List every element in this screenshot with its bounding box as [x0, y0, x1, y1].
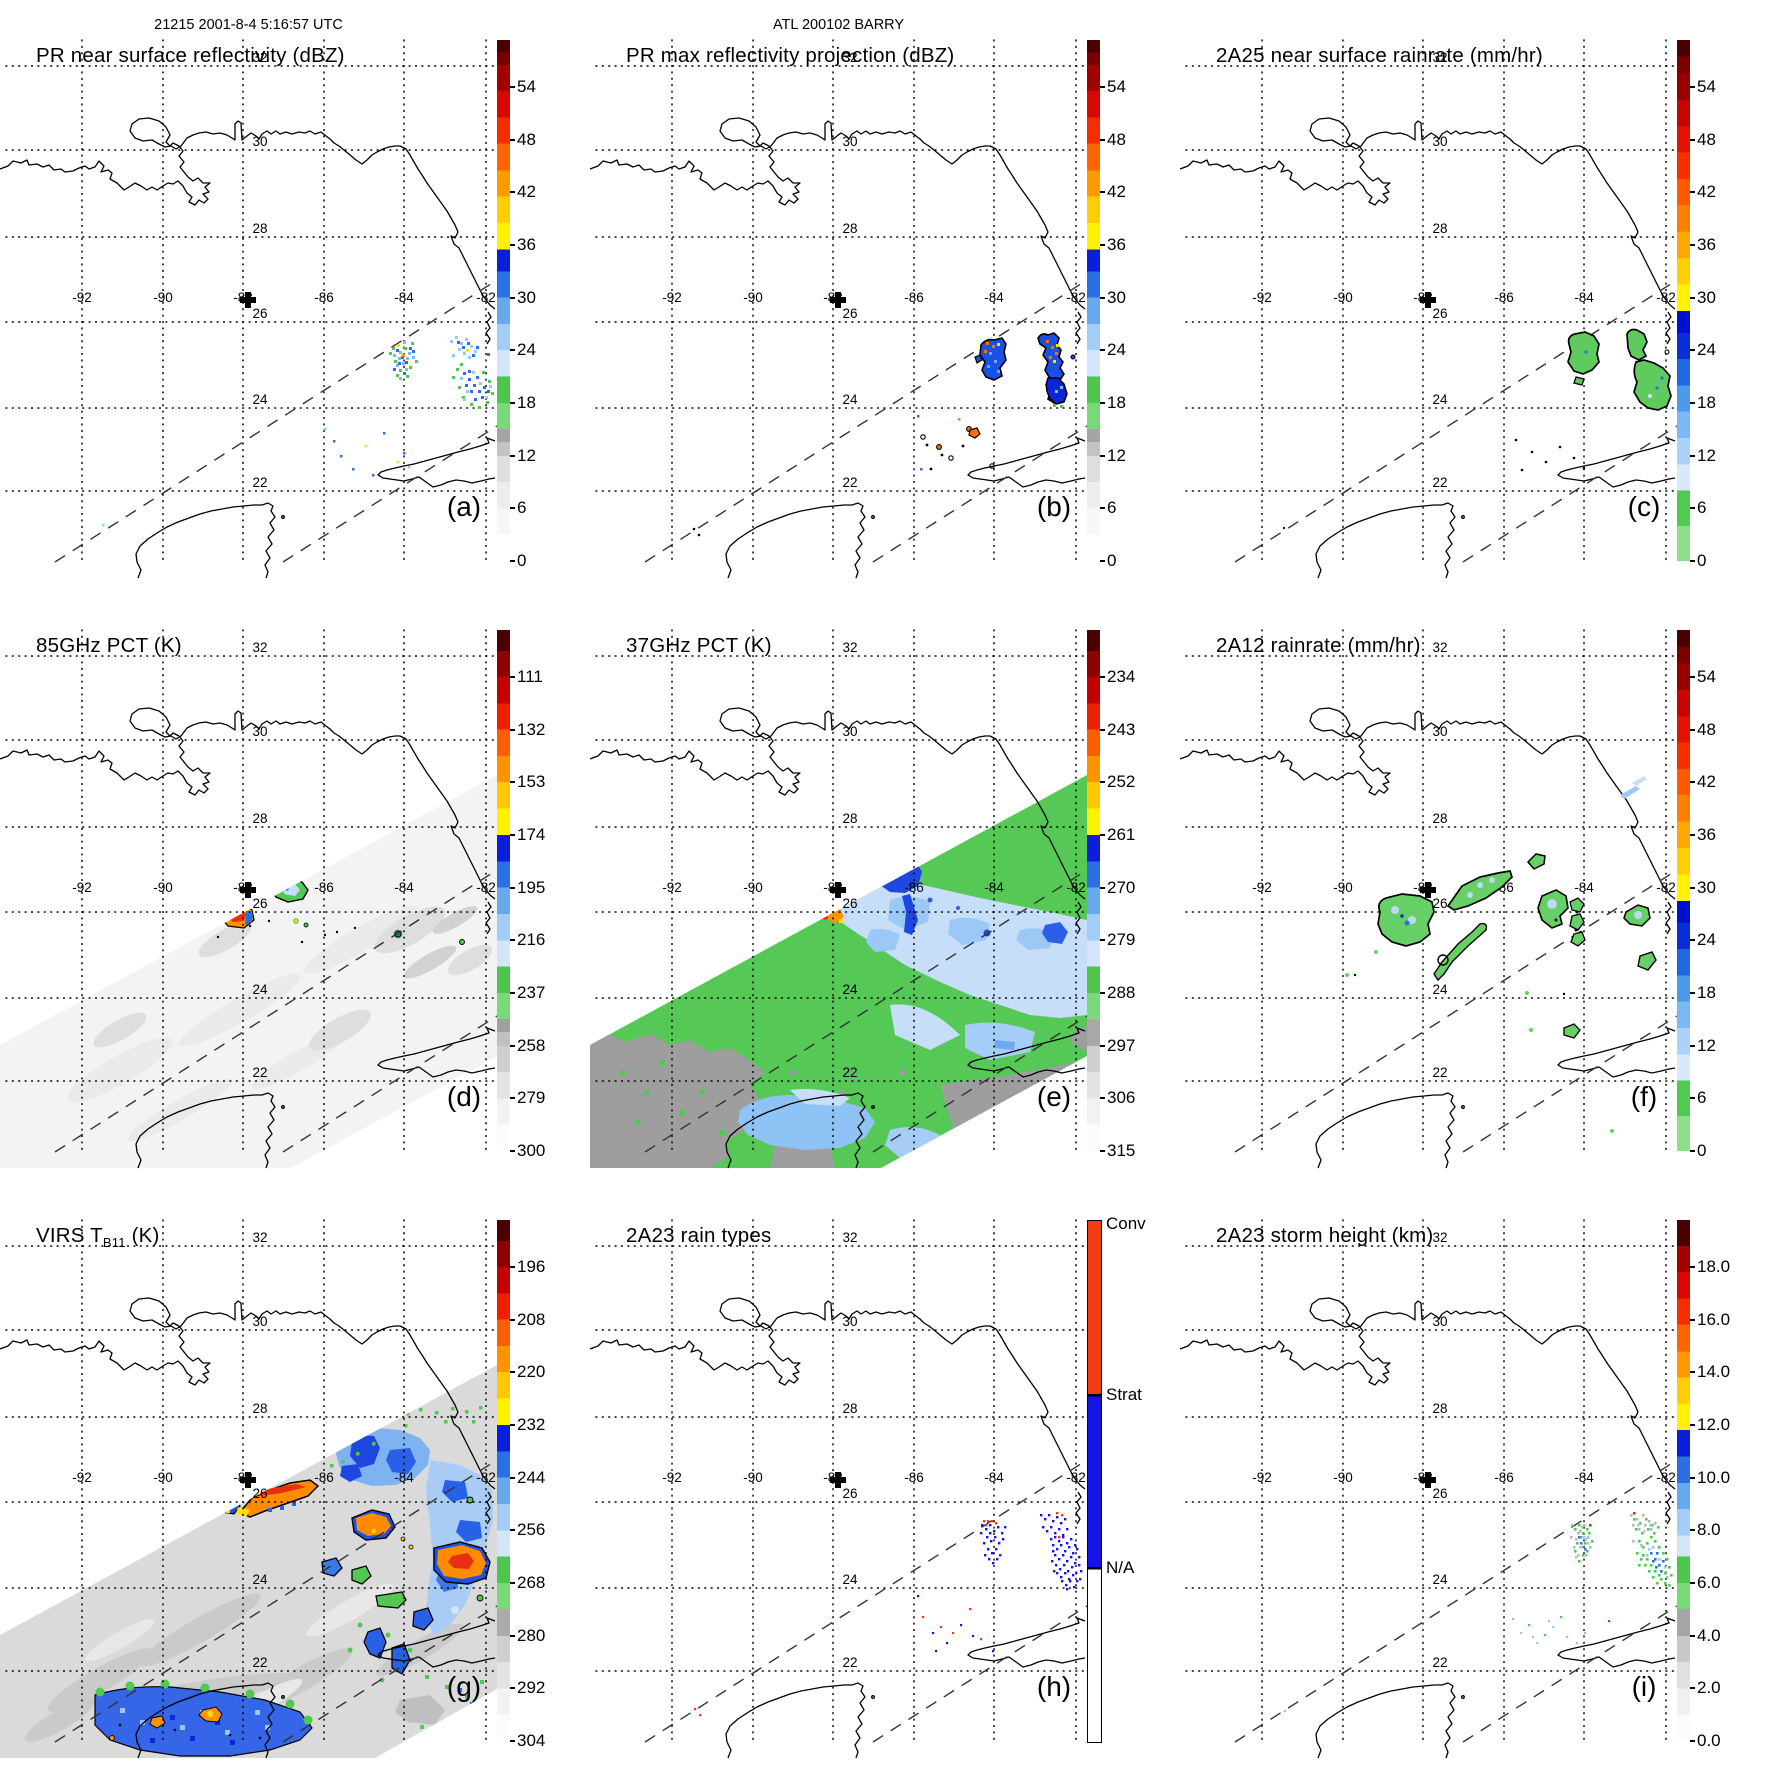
- panel-letter: (e): [1036, 1081, 1072, 1112]
- panel-letter: (a): [446, 491, 482, 522]
- colorbar-stormheight: [1677, 1220, 1690, 1741]
- panel-letter: (i): [1631, 1671, 1657, 1702]
- map-f: [1180, 590, 1771, 1180]
- panel-title: 2A12 rainrate (mm/hr): [1216, 634, 1421, 657]
- panel-c: 2A25 near surface rainrate (mm/hr) 54 48…: [1180, 0, 1771, 590]
- panel-b: ATL 200102 BARRY PR max reflectivity pro…: [590, 0, 1181, 590]
- colorbar-reflectivity: [497, 40, 510, 561]
- orbit-header: 21215 2001-8-4 5:16:57 UTC: [154, 17, 343, 33]
- colorbar-rainrate: [1677, 630, 1690, 1151]
- map-i: [1180, 1180, 1771, 1770]
- rain-type-cells: [694, 1512, 1083, 1717]
- panel-h: 2A23 rain types Conv Strat N/A (h): [590, 1180, 1181, 1770]
- map-a: [0, 0, 591, 590]
- panel-d: 85GHz PCT (K) 111 132 153 174 195 216 23…: [0, 590, 591, 1180]
- title-post: (K): [125, 1224, 160, 1247]
- pr-max-reflectivity-cells: [692, 332, 1076, 537]
- title-subscript: B11: [102, 1235, 126, 1251]
- panel-g: VIRS TB11 (K) 196 208 220 232 244 256 26…: [0, 1180, 591, 1770]
- panel-title: PR near surface reflectivity (dBZ): [36, 44, 345, 67]
- storm-header: ATL 200102 BARRY: [772, 17, 905, 33]
- pr-reflectivity-cells: [102, 336, 494, 527]
- map-c: [1180, 0, 1771, 590]
- panel-title: 2A23 storm height (km): [1216, 1224, 1434, 1247]
- panel-title: 2A23 rain types: [626, 1224, 772, 1247]
- map-g: [0, 1180, 591, 1770]
- panel-letter: (c): [1627, 491, 1661, 522]
- rainrate-cells: [1282, 328, 1672, 530]
- colorbar-pct85: [497, 630, 510, 1151]
- colorbar-pct37: [1087, 630, 1100, 1151]
- colorbar-rainrate: [1677, 40, 1690, 561]
- panel-i: 2A23 storm height (km) 18.0 16.0 14.0 12…: [1180, 1180, 1771, 1770]
- panel-letter: (d): [446, 1081, 482, 1112]
- panel-letter: (h): [1036, 1671, 1072, 1702]
- map-e: [590, 590, 1181, 1180]
- panel-title: 2A25 near surface rainrate (mm/hr): [1216, 44, 1543, 67]
- storm-height-cells: [1284, 1512, 1673, 1713]
- panel-letter: (g): [446, 1671, 482, 1702]
- colorbar-raintypes: [1087, 1220, 1102, 1743]
- title-pre: VIRS T: [36, 1224, 103, 1247]
- panel-title: PR max reflectivity projection (dBZ): [626, 44, 955, 67]
- colorbar-reflectivity: [1087, 40, 1100, 561]
- colorbar-virs: [497, 1220, 510, 1741]
- panel-letter: (f): [1630, 1081, 1658, 1112]
- panel-title: VIRS TB11 (K): [36, 1224, 160, 1250]
- panel-title: 37GHz PCT (K): [626, 634, 772, 657]
- map-h: [590, 1180, 1181, 1770]
- map-d: [0, 590, 591, 1180]
- panel-a: 21215 2001-8-4 5:16:57 UTC PR near surfa…: [0, 0, 591, 590]
- tmi-rainrate-cells: [1345, 776, 1657, 1133]
- panel-title: 85GHz PCT (K): [36, 634, 182, 657]
- panel-f: 2A12 rainrate (mm/hr) 54 48 42 36 30 24 …: [1180, 590, 1771, 1180]
- panel-letter: (b): [1036, 491, 1072, 522]
- map-b: [590, 0, 1181, 590]
- panel-e: 37GHz PCT (K) 234 243 252 261 270 279 28…: [590, 590, 1181, 1180]
